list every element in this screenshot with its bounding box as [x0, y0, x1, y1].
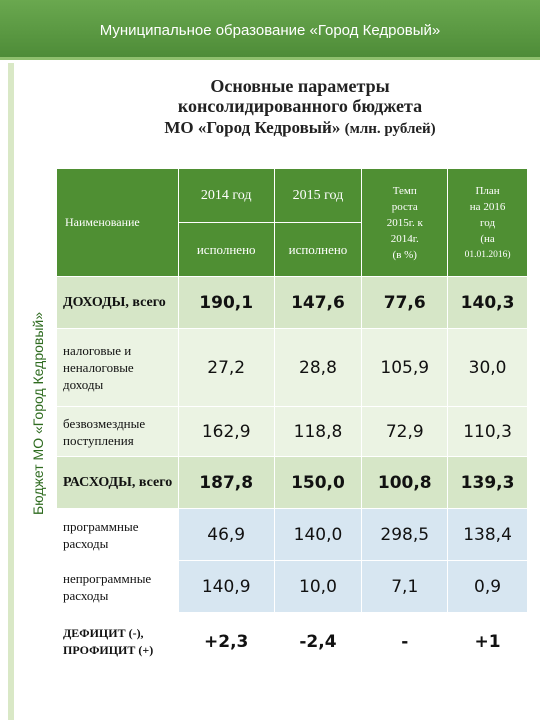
cell-2014: 46,9: [177, 508, 275, 561]
plan-header-line: год: [480, 216, 496, 229]
cell-growth: 298,5: [361, 508, 449, 561]
table-row: РАСХОДЫ, всего 187,8 150,0 100,8 139,3: [56, 456, 528, 509]
column-header-2015: 2015 год: [273, 168, 363, 223]
cell-2014: 187,8: [177, 456, 275, 509]
cell-growth: 7,1: [361, 560, 449, 613]
table-row: ДОХОДЫ, всего 190,1 147,6 77,6 140,3: [56, 276, 528, 329]
cell-plan: 139,3: [447, 456, 528, 509]
cell-plan: +1: [447, 612, 528, 671]
cell-2015: -2,4: [273, 612, 363, 671]
cell-plan: 0,9: [447, 560, 528, 613]
page-title-entity: МО «Город Кедровый»: [164, 118, 341, 137]
cell-2014: 140,9: [177, 560, 275, 613]
cell-2015: 140,0: [273, 508, 363, 561]
table-row: безвозмездные поступления 162,9 118,8 72…: [56, 406, 528, 457]
row-label: налоговые и неналоговые доходы: [56, 328, 179, 407]
banner-title: Муниципальное образование «Город Кедровы…: [99, 22, 441, 39]
table-row: непрограммные расходы 140,9 10,0 7,1 0,9: [56, 560, 528, 613]
plan-header-line: (на: [480, 232, 495, 245]
cell-2015: 118,8: [273, 406, 363, 457]
plan-header-line: на 2016: [469, 200, 506, 213]
cell-plan: 140,3: [447, 276, 528, 329]
cell-plan: 30,0: [447, 328, 528, 407]
growth-header-line: Темп: [392, 184, 417, 197]
cell-growth: 72,9: [361, 406, 449, 457]
page-title-line-3: МО «Город Кедровый» (млн. рублей): [80, 118, 520, 138]
cell-2014: +2,3: [177, 612, 275, 671]
column-header-name: Наименование: [56, 168, 179, 277]
cell-2014: 190,1: [177, 276, 275, 329]
table-row: налоговые и неналоговые доходы 27,2 28,8…: [56, 328, 528, 407]
cell-plan: 138,4: [447, 508, 528, 561]
cell-2015: 150,0: [273, 456, 363, 509]
row-label: ДОХОДЫ, всего: [56, 276, 179, 329]
cell-2015: 147,6: [273, 276, 363, 329]
cell-2014: 162,9: [177, 406, 275, 457]
cell-2015: 10,0: [273, 560, 363, 613]
table-row: программные расходы 46,9 140,0 298,5 138…: [56, 508, 528, 561]
cell-plan: 110,3: [447, 406, 528, 457]
cell-growth: 100,8: [361, 456, 449, 509]
row-label: ДЕФИЦИТ (-), ПРОФИЦИТ (+): [56, 612, 179, 671]
cell-2014: 27,2: [177, 328, 275, 407]
row-label: безвозмездные поступления: [56, 406, 179, 457]
growth-header-line: 2015г. к: [386, 216, 423, 229]
top-banner: Муниципальное образование «Город Кедровы…: [0, 0, 540, 60]
side-stripe: [8, 63, 14, 720]
growth-header-line: (в %): [392, 248, 417, 261]
row-label: РАСХОДЫ, всего: [56, 456, 179, 509]
column-header-2014: 2014 год: [177, 168, 275, 223]
budget-table: Наименование 2014 год 2015 год Темп рост…: [56, 168, 528, 671]
row-label: непрограммные расходы: [56, 560, 179, 613]
growth-header-line: 2014г.: [390, 232, 419, 245]
side-panel: [0, 63, 45, 720]
cell-growth: 105,9: [361, 328, 449, 407]
column-subheader-2015: исполнено: [273, 222, 363, 277]
row-label: программные расходы: [56, 508, 179, 561]
page-title-line-1: Основные параметры: [210, 76, 390, 96]
column-subheader-2014: исполнено: [177, 222, 275, 277]
cell-growth: -: [361, 612, 449, 671]
cell-2015: 28,8: [273, 328, 363, 407]
column-header-growth: Темп роста 2015г. к 2014г. (в %): [361, 168, 449, 277]
table-row: ДЕФИЦИТ (-), ПРОФИЦИТ (+) +2,3 -2,4 - +1: [56, 612, 528, 671]
page-title-unit: (млн. рублей): [344, 121, 436, 137]
side-caption: Бюджет МО «Город Кедровый»: [30, 312, 46, 515]
plan-header-line: 01.01.2016): [464, 249, 511, 260]
plan-header-line: План: [475, 184, 500, 197]
page-title-line-2: консолидированного бюджета: [177, 96, 423, 116]
growth-header-line: роста: [391, 200, 418, 213]
cell-growth: 77,6: [361, 276, 449, 329]
column-header-plan: План на 2016 год (на 01.01.2016): [447, 168, 528, 277]
